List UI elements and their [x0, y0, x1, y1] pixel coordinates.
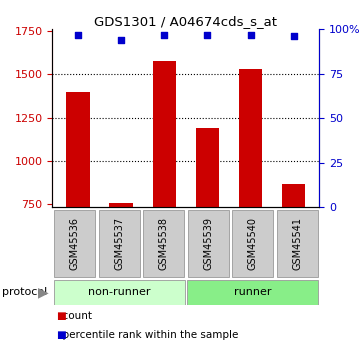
- Bar: [153, 61, 176, 207]
- Text: GSM45539: GSM45539: [203, 217, 213, 270]
- Bar: [54, 210, 95, 277]
- Text: protocol: protocol: [2, 287, 47, 297]
- Bar: [143, 210, 184, 277]
- Text: ■: ■: [56, 311, 66, 321]
- Text: GSM45536: GSM45536: [70, 217, 80, 270]
- Bar: [109, 203, 133, 207]
- Text: percentile rank within the sample: percentile rank within the sample: [56, 330, 238, 340]
- Point: [75, 32, 81, 37]
- Bar: [239, 69, 262, 207]
- Title: GDS1301 / A04674cds_s_at: GDS1301 / A04674cds_s_at: [95, 15, 277, 28]
- Bar: [277, 210, 318, 277]
- Text: GSM45537: GSM45537: [114, 217, 124, 270]
- Bar: [187, 280, 318, 305]
- Bar: [66, 92, 90, 207]
- Point: [118, 37, 124, 43]
- Bar: [282, 184, 305, 207]
- Bar: [232, 210, 273, 277]
- Point: [205, 32, 210, 37]
- Point: [248, 32, 253, 37]
- Bar: [99, 210, 140, 277]
- Point: [291, 34, 296, 39]
- Text: ▶: ▶: [38, 285, 49, 299]
- Text: non-runner: non-runner: [88, 287, 151, 297]
- Text: count: count: [56, 311, 92, 321]
- Point: [161, 32, 167, 37]
- Text: ■: ■: [56, 330, 66, 340]
- Bar: [196, 128, 219, 207]
- Text: runner: runner: [234, 287, 271, 297]
- Text: GSM45538: GSM45538: [158, 217, 169, 270]
- Bar: [54, 280, 184, 305]
- Bar: [188, 210, 229, 277]
- Text: GSM45540: GSM45540: [248, 217, 258, 270]
- Text: GSM45541: GSM45541: [292, 217, 302, 270]
